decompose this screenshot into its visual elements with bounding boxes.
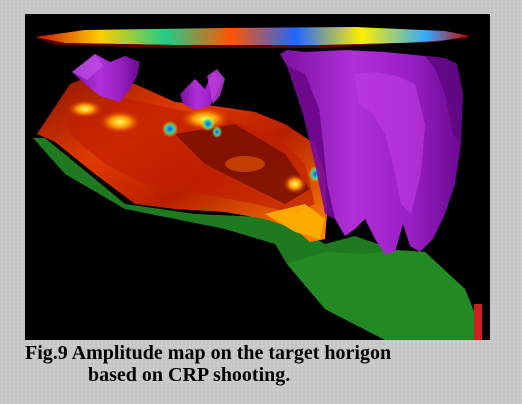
salt-body-right — [280, 50, 463, 254]
green-base-terrain — [33, 138, 482, 340]
top-amplitude-band — [35, 27, 470, 48]
caption-line-2: based on CRP shooting. — [88, 364, 291, 386]
salt-body-left — [72, 54, 140, 102]
amplitude-surface — [37, 74, 327, 242]
salt-body-middle — [180, 69, 225, 110]
caption-line-1: Fig.9 Amplitude map on the target horigo… — [25, 342, 392, 364]
amplitude-map-image — [25, 14, 490, 340]
